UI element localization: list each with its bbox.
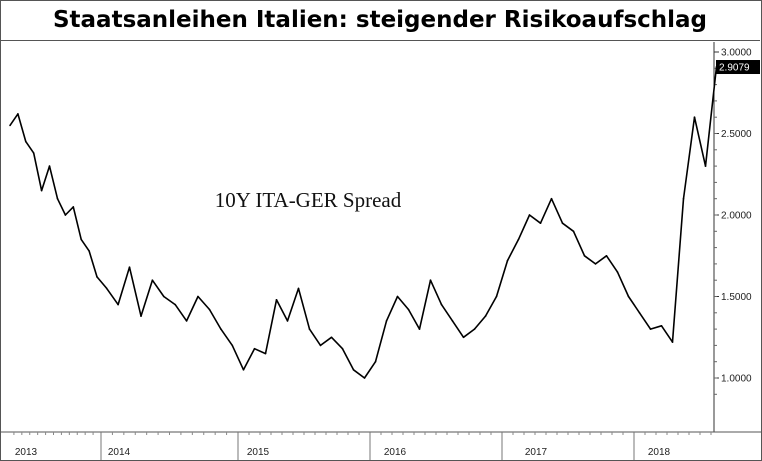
x-tick-label: 2018 [648,447,671,458]
data-point [72,206,75,208]
data-point [407,308,410,311]
data-point [253,347,256,350]
x-tick-label: 2015 [247,447,270,458]
data-point [32,152,35,154]
last-value-box [716,60,760,75]
data-point [352,369,355,371]
data-point [341,347,344,350]
data-point [418,328,421,330]
data-point [48,165,51,167]
data-point [484,315,487,317]
data-point [561,222,564,224]
data-point [330,336,333,339]
data-point [594,263,597,265]
data-point [440,303,443,306]
data-point [308,328,311,330]
data-point [495,295,498,298]
x-tick-label: 2013 [15,447,38,458]
data-point [704,165,707,167]
data-point [319,344,322,347]
data-point [163,295,165,298]
y-tick-label: 1.5000 [721,292,752,303]
data-point [693,116,696,118]
data-point [40,189,43,192]
data-point [117,303,119,306]
data-point [286,320,289,322]
data-point [185,320,188,322]
data-point [396,295,399,298]
data-point [264,352,267,355]
x-tick-label: 2016 [384,447,407,458]
data-point [105,287,108,290]
data-point [506,259,509,262]
data-point [25,140,27,143]
y-tick-label: 1.0000 [721,374,752,385]
data-point [660,325,663,327]
data-point [17,113,19,115]
data-point [539,222,542,224]
data-point [231,344,234,347]
data-point [140,315,142,317]
data-point [96,276,98,278]
spread-series-line [9,66,718,379]
data-point [517,238,520,241]
y-tick-label: 3.0000 [721,48,752,59]
data-point [429,279,432,282]
data-point [64,214,67,216]
data-point [671,341,674,343]
series-annotation: 10Y ITA-GER Spread [215,188,402,212]
data-point [88,250,90,252]
data-point [550,197,553,200]
y-tick-label: 2.0000 [721,211,752,222]
x-tick-label: 2017 [525,447,548,458]
last-value-label: 2.9079 [719,63,750,74]
chart-title: Staatsanleihen Italien: steigender Risik… [0,0,760,41]
data-point [363,377,366,379]
data-point [616,271,619,273]
data-point [151,279,154,282]
data-point [197,295,199,298]
data-point [80,238,82,241]
data-point [128,266,131,269]
data-point [374,360,377,363]
data-point [220,328,222,330]
data-point [462,336,465,339]
data-point [208,308,211,311]
data-point [473,328,476,330]
data-point [627,295,630,298]
data-point [174,303,176,306]
data-point [638,312,641,314]
data-point [528,214,531,216]
data-point [572,230,575,233]
data-point [385,320,388,322]
data-point [275,299,278,301]
data-point [605,255,608,257]
data-point [56,197,59,200]
data-point [297,287,300,290]
data-point [649,328,652,330]
data-point [451,320,454,322]
data-point [9,124,11,127]
y-tick-label: 2.5000 [721,129,752,140]
data-point [242,369,245,371]
data-point [682,197,685,200]
x-tick-label: 2014 [108,447,131,458]
data-point [583,255,586,257]
